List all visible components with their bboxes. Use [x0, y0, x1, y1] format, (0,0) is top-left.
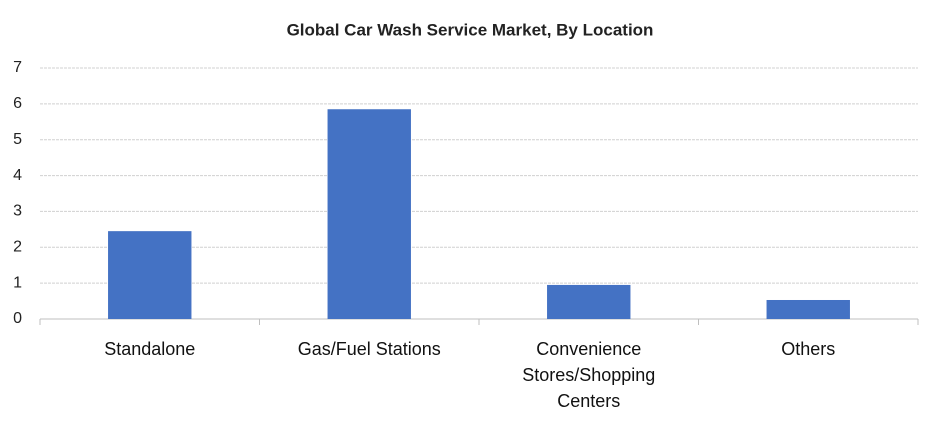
y-tick-label: 0	[13, 310, 22, 327]
y-tick-label: 1	[13, 274, 22, 291]
x-tick-label: Standalone	[104, 339, 196, 359]
x-tick-label: Convenience Stores/Shopping Centers	[522, 339, 656, 411]
y-tick-label: 3	[13, 203, 22, 220]
bar	[108, 231, 192, 319]
bar	[547, 284, 631, 319]
y-tick-label: 4	[13, 167, 22, 184]
y-tick-label: 5	[13, 131, 22, 148]
bar	[327, 109, 411, 319]
y-tick-label: 2	[13, 239, 22, 256]
x-tick-label: Gas/Fuel Stations	[297, 339, 441, 359]
chart-title: Global Car Wash Service Market, By Locat…	[287, 20, 654, 39]
bar	[766, 299, 850, 319]
y-tick-label: 6	[13, 95, 22, 112]
y-tick-label: 7	[13, 59, 22, 76]
x-tick-label: Others	[781, 339, 836, 359]
